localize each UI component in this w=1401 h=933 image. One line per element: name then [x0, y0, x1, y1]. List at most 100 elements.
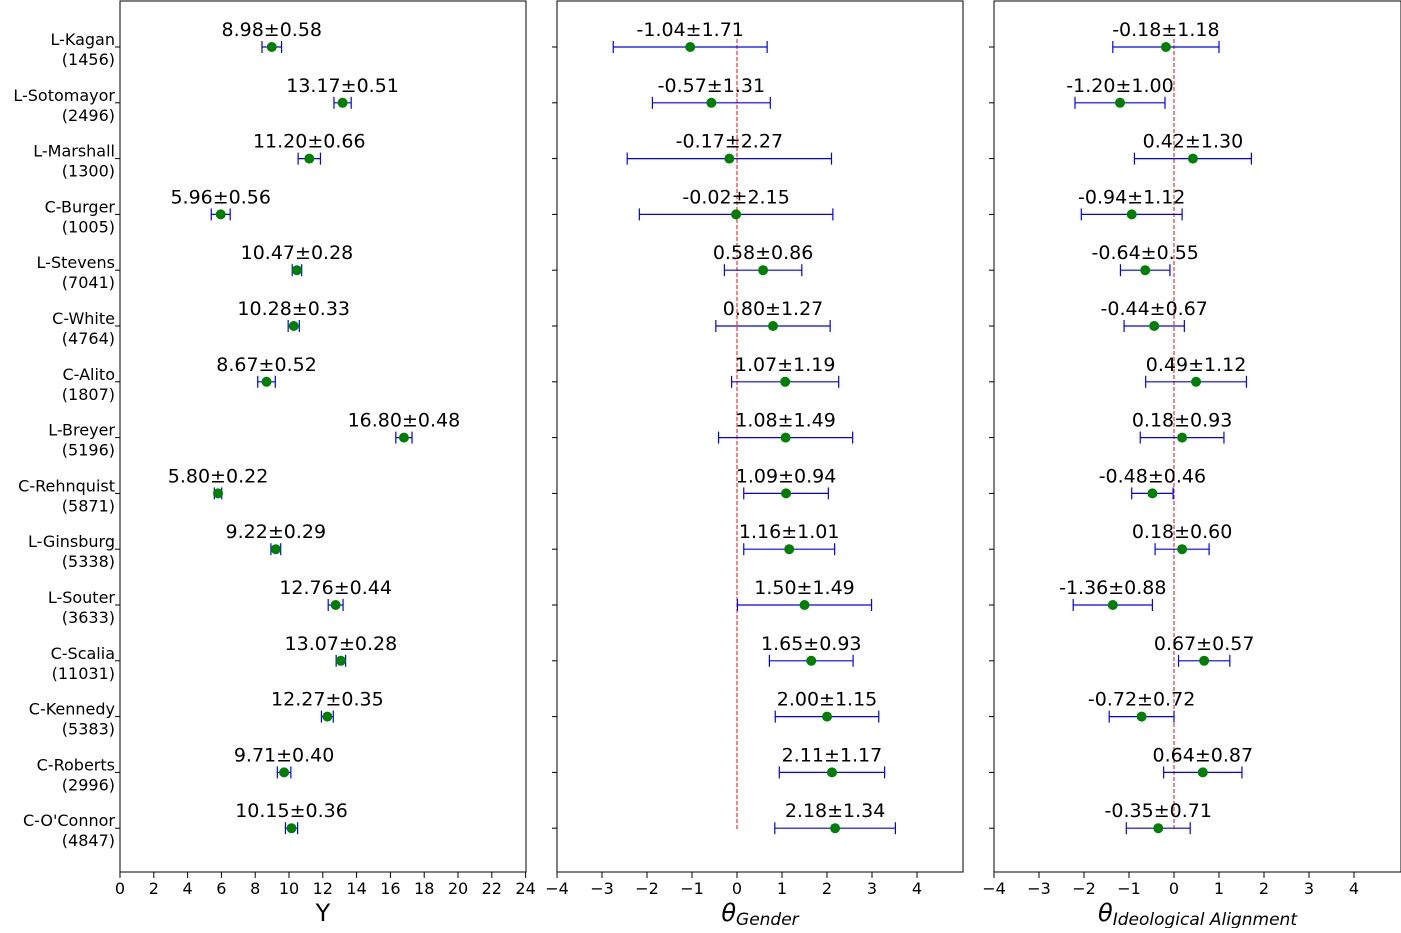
value-label: 1.65±0.93: [761, 633, 862, 655]
data-point: [213, 488, 224, 499]
value-label: -0.35±0.71: [1105, 800, 1212, 822]
category-label: L-Breyer: [48, 421, 115, 440]
data-point: [1153, 823, 1164, 834]
category-label: C-Rehnquist: [18, 476, 115, 495]
value-label: 13.07±0.28: [285, 633, 398, 655]
x-tick-label: 2: [149, 879, 159, 898]
category-label: L-Sotomayor: [13, 86, 115, 105]
category-count: (5871): [62, 496, 115, 515]
panel-ideology: −4 −3 −2 −1 0 1 2 3 4 θIdeological Alignment -0.18…: [982, 0, 1401, 930]
data-point: [784, 544, 795, 555]
data-point: [1199, 655, 1210, 666]
value-label: 12.27±0.35: [271, 689, 384, 711]
value-label: 2.18±1.34: [785, 800, 886, 822]
x-tick-label: 20: [448, 879, 468, 898]
data-point: [291, 265, 302, 276]
data-point: [706, 97, 717, 108]
category-count: (11031): [52, 664, 115, 683]
value-label: 1.16±1.01: [739, 521, 840, 543]
value-label: 1.09±0.94: [736, 465, 837, 487]
x-tick-label: −1: [1117, 879, 1141, 898]
x-axis-label: θGender: [721, 899, 799, 928]
value-label: 1.50±1.49: [754, 577, 855, 599]
x-axis-label: Y: [315, 899, 331, 927]
category-count: (4847): [62, 831, 115, 850]
value-label: -0.72±0.72: [1088, 689, 1195, 711]
data-point: [1197, 767, 1208, 778]
data-point: [215, 209, 226, 220]
data-point: [1149, 321, 1160, 331]
x-tick-label: 0: [1169, 879, 1179, 898]
x-tick-label: 4: [912, 879, 922, 898]
data-point: [780, 432, 791, 443]
value-label: 0.18±0.60: [1132, 521, 1233, 543]
value-label: 10.28±0.33: [237, 298, 350, 320]
category-label: L-Kagan: [50, 30, 115, 49]
category-count: (1807): [62, 385, 115, 404]
data-point: [822, 711, 832, 722]
data-point: [724, 153, 735, 164]
category-label: L-Stevens: [37, 253, 115, 272]
x-tick-label: 1: [777, 879, 787, 898]
x-tick-label: 3: [1304, 879, 1314, 898]
value-label: 11.20±0.66: [253, 131, 366, 153]
data-point: [826, 767, 837, 778]
data-point: [781, 488, 792, 499]
value-label: 10.15±0.36: [235, 800, 348, 822]
value-label: 0.42±1.30: [1143, 131, 1244, 153]
data-point: [304, 153, 315, 164]
value-label: -1.20±1.00: [1066, 75, 1173, 97]
data-point: [1160, 42, 1171, 52]
value-label: 1.07±1.19: [735, 354, 836, 376]
x-tick-label: 10: [279, 879, 299, 898]
value-label: 0.67±0.57: [1154, 633, 1255, 655]
data-point: [1115, 97, 1125, 108]
category-label: C-Alito: [63, 365, 116, 384]
data-point: [1187, 153, 1198, 164]
value-label: -0.18±1.18: [1112, 19, 1219, 41]
value-label: 0.80±1.27: [723, 298, 824, 320]
value-label: 2.11±1.17: [782, 744, 883, 766]
x-tick-label: 4: [183, 879, 193, 898]
value-label: -0.17±2.27: [676, 131, 783, 153]
x-tick-label: 2: [822, 879, 832, 898]
data-point: [685, 42, 696, 52]
data-point: [337, 97, 348, 108]
value-label: 5.96±0.56: [170, 186, 271, 208]
category-count: (3633): [62, 608, 115, 627]
panel-frame: [556, 0, 964, 873]
x-tick-label: 12: [313, 879, 333, 898]
data-point: [288, 321, 299, 331]
value-label: 13.17±0.51: [286, 75, 399, 97]
value-label: -1.36±0.88: [1059, 577, 1166, 599]
value-label: 0.64±0.87: [1153, 744, 1254, 766]
data-point: [335, 655, 346, 666]
x-tick-label: 18: [414, 879, 434, 898]
data-point: [758, 265, 769, 276]
value-label: 0.58±0.86: [713, 242, 814, 264]
value-label: -0.48±0.46: [1099, 465, 1206, 487]
value-label: 2.00±1.15: [777, 689, 878, 711]
category-label: L-Marshall: [33, 142, 115, 161]
data-point: [1191, 376, 1202, 387]
x-tick-label: 0: [115, 879, 125, 898]
data-point: [266, 42, 277, 52]
data-point: [830, 823, 841, 834]
category-label: C-Burger: [45, 197, 116, 216]
x-tick-label: 1: [1214, 879, 1224, 898]
value-label: 10.47±0.28: [241, 242, 354, 264]
value-label: 9.22±0.29: [226, 521, 327, 543]
value-label: -0.64±0.55: [1092, 242, 1199, 264]
data-point: [1126, 209, 1137, 220]
x-axis-label: θIdeological Alignment: [1098, 899, 1298, 928]
category-label: L-Souter: [48, 588, 116, 607]
data-point: [1177, 432, 1188, 443]
x-tick-label: −3: [590, 879, 614, 898]
x-tick-label: −1: [680, 879, 704, 898]
data-point: [1107, 600, 1118, 610]
data-point: [398, 432, 409, 443]
panel-Y: 0 2 4 6 8 10 12 14 16 18 20 22 24Y8.98±0.5813.17±0.5…: [115, 0, 536, 927]
x-tick-label: 6: [216, 879, 226, 898]
category-count: (2996): [62, 775, 115, 794]
